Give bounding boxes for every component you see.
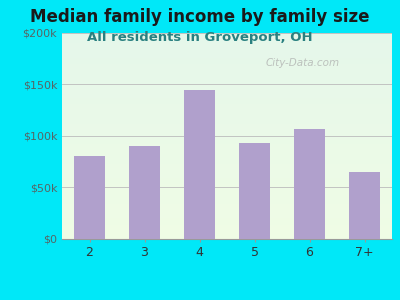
Bar (129, 146, 160, 238)
Text: City-Data.com: City-Data.com (266, 58, 340, 68)
Bar (74, 156, 105, 238)
Bar (294, 129, 325, 238)
Text: Median family income by family size: Median family income by family size (30, 8, 370, 26)
Bar (239, 143, 270, 238)
Bar (184, 89, 215, 238)
Text: All residents in Groveport, OH: All residents in Groveport, OH (87, 32, 313, 44)
Bar (349, 172, 380, 238)
